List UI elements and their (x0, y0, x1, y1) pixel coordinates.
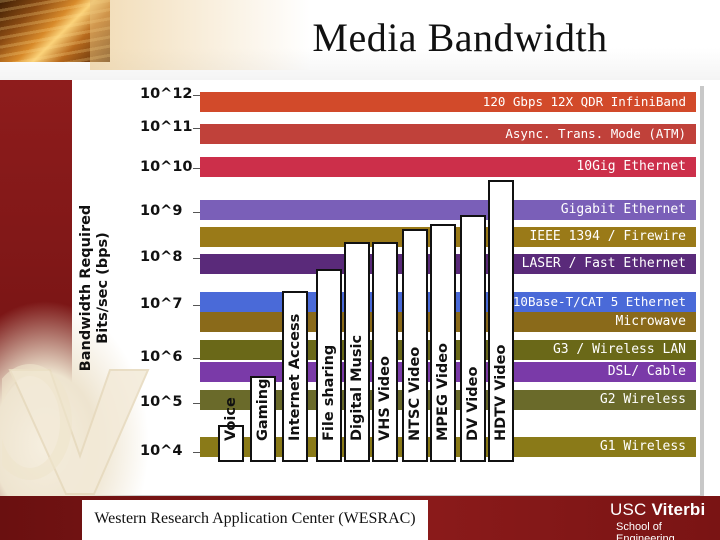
y-tick-label: 10^12 (140, 86, 193, 102)
app-bar-vhs-video: VHS Video (372, 242, 398, 462)
y-tick-label: 10^6 (140, 349, 183, 365)
header (0, 0, 720, 80)
app-bar-mpeg-video: MPEG Video (430, 224, 456, 462)
app-bar-hdtv-video: HDTV Video (488, 179, 514, 462)
logo-line-2: School of Engineering (616, 521, 675, 540)
app-label-mpeg-video: MPEG Video (435, 342, 451, 441)
app-label-digital-music: Digital Music (349, 334, 365, 441)
band-10gig-ethernet: 10Gig Ethernet (200, 157, 696, 177)
logo-line-1: USC Viterbi (610, 500, 705, 520)
y-axis-title-line-2: Bits/sec (bps) (95, 232, 111, 344)
footer-text: Western Research Application Center (WES… (94, 510, 416, 527)
logo-viterbi: Viterbi (651, 500, 706, 519)
y-tick-label: 10^4 (140, 443, 183, 459)
app-label-vhs-video: VHS Video (377, 356, 393, 441)
logo-usc: USC (610, 500, 647, 519)
footer-panel (82, 500, 428, 540)
band-async-trans-mode-atm: Async. Trans. Mode (ATM) (200, 124, 696, 144)
app-label-dv-video: DV Video (465, 366, 481, 441)
y-tick-label: 10^8 (140, 249, 183, 265)
slide-title: Media Bandwidth (312, 15, 608, 60)
app-bar-dv-video: DV Video (460, 215, 486, 462)
y-tick-label: 10^11 (140, 119, 193, 135)
app-bar-gaming: Gaming (250, 376, 276, 462)
v-logo-icon (2, 364, 150, 495)
y-tick-label: 10^7 (140, 296, 183, 312)
app-label-ntsc-video: NTSC Video (407, 346, 423, 441)
app-label-internet-access: Internet Access (287, 313, 303, 441)
app-label-file-sharing: File sharing (321, 344, 337, 441)
app-label-hdtv-video: HDTV Video (493, 344, 509, 441)
usc-viterbi-logo: USC Viterbi School of Engineering (610, 500, 718, 540)
y-axis-title-line-1: Bandwidth Required (78, 204, 94, 372)
band-120-gbps-12x-qdr-infiniband: 120 Gbps 12X QDR InfiniBand (200, 92, 696, 112)
y-tick-label: 10^5 (140, 394, 183, 410)
y-tick-label: 10^9 (140, 203, 183, 219)
app-bar-ntsc-video: NTSC Video (402, 228, 428, 462)
band-gigabit-ethernet: Gigabit Ethernet (200, 200, 696, 220)
app-bar-file-sharing: File sharing (316, 269, 342, 462)
app-bar-voice: Voice (218, 397, 244, 462)
app-bar-digital-music: Digital Music (344, 242, 370, 462)
header-fade (90, 0, 310, 70)
y-tick-label: 10^10 (140, 159, 193, 175)
app-bar-internet-access: Internet Access (282, 291, 308, 462)
app-label-voice: Voice (223, 397, 239, 441)
app-label-gaming: Gaming (255, 378, 271, 441)
y-axis-title: Bandwidth Required Bits/sec (bps) (78, 188, 130, 388)
